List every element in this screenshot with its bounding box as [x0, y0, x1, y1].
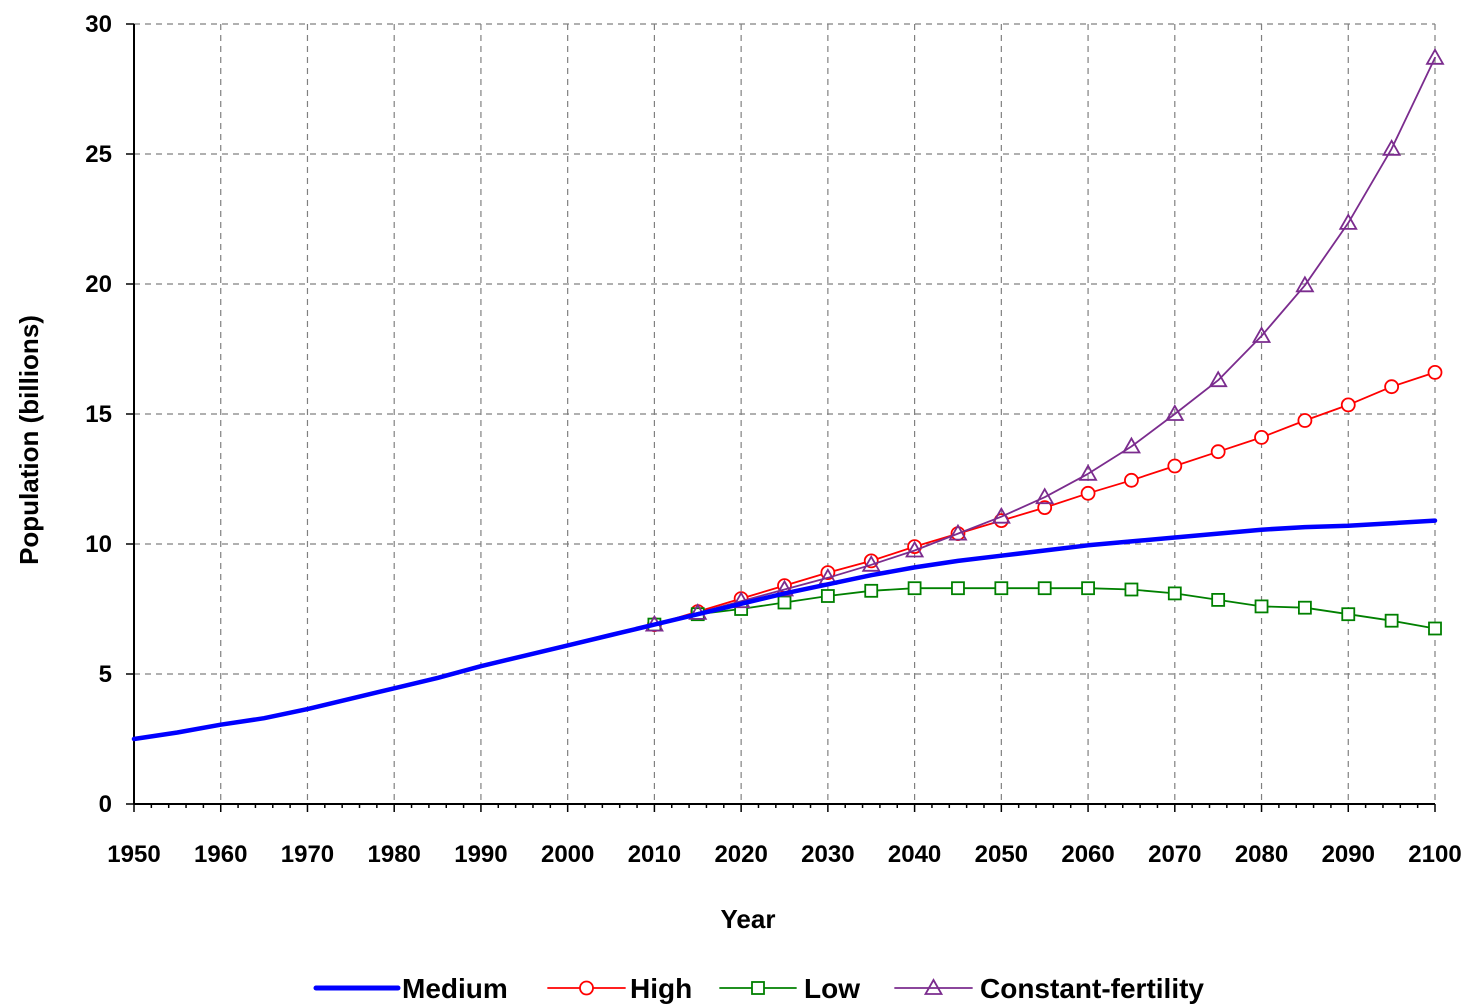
legend-marker-low — [751, 981, 765, 995]
data-point-constant-fertility — [1382, 138, 1402, 156]
x-tick-label: 2020 — [714, 841, 767, 868]
data-point-low — [1124, 582, 1139, 597]
x-axis-title: Year — [721, 904, 776, 934]
data-point-low — [1211, 593, 1226, 607]
data-point-constant-fertility — [1208, 370, 1228, 388]
data-point-constant-fertility — [905, 540, 925, 558]
data-point-high — [1124, 472, 1139, 488]
series-medium — [131, 518, 1438, 742]
y-tick-label: 0 — [99, 791, 112, 818]
data-point-low — [1254, 599, 1269, 614]
legend-label-high: High — [630, 973, 692, 1004]
y-tick-label: 15 — [85, 401, 112, 428]
data-point-low — [820, 589, 835, 603]
y-tick-label: 30 — [85, 11, 112, 38]
y-tick-label: 10 — [85, 531, 112, 558]
legend-item-constant-fertility: Constant-fertility — [894, 973, 1204, 1004]
x-tick-label: 2010 — [628, 841, 681, 868]
x-tick-label: 2050 — [975, 841, 1028, 868]
data-point-high — [1167, 458, 1183, 474]
legend-item-low: Low — [719, 973, 860, 1004]
gridlines — [134, 23, 1436, 804]
legend-marker-constant-fertility — [923, 978, 944, 995]
data-point-constant-fertility — [1078, 463, 1098, 481]
data-point-low — [1037, 581, 1052, 596]
legend-label-medium: Medium — [402, 973, 508, 1004]
legend-item-high: High — [547, 973, 692, 1004]
data-point-constant-fertility — [1425, 47, 1445, 65]
x-tick-label: 1960 — [194, 841, 247, 868]
data-point-high — [1080, 485, 1096, 501]
data-point-high — [1037, 500, 1053, 516]
data-point-high — [1427, 364, 1443, 380]
data-point-high — [1297, 413, 1313, 428]
x-tick-label: 1970 — [281, 841, 334, 868]
y-tick-label: 20 — [85, 271, 112, 298]
series-line-medium — [131, 518, 1438, 742]
data-point-constant-fertility — [1121, 436, 1141, 454]
data-point-high — [1254, 429, 1269, 445]
axes — [126, 23, 1436, 812]
y-tick-label: 5 — [99, 661, 112, 688]
legend-marker-high — [579, 980, 594, 996]
data-point-high — [1384, 379, 1400, 395]
data-point-constant-fertility — [991, 506, 1011, 524]
data-point-constant-fertility — [861, 554, 881, 572]
data-point-low — [864, 583, 879, 598]
legend: Medium High Low Constant-fertility — [313, 973, 1204, 1004]
series-low — [647, 581, 1442, 636]
x-tick-label: 2040 — [888, 841, 941, 868]
legend-item-medium: Medium — [313, 973, 508, 1004]
data-point-constant-fertility — [1295, 275, 1315, 293]
data-point-low — [1081, 581, 1095, 596]
x-tick-label: 2080 — [1235, 841, 1288, 868]
x-tick-label: 2100 — [1408, 841, 1461, 868]
data-point-low — [907, 581, 922, 596]
x-tick-label: 2060 — [1061, 841, 1114, 868]
y-tick-label: 25 — [85, 141, 112, 168]
legend-label-low: Low — [804, 973, 860, 1004]
data-point-low — [1298, 600, 1312, 615]
data-point-high — [1210, 444, 1226, 460]
data-point-low — [1384, 613, 1399, 628]
legend-label-constant-fertility: Constant-fertility — [980, 973, 1204, 1004]
series-line-constant-fertility — [653, 56, 1436, 626]
data-point-constant-fertility — [1035, 487, 1055, 505]
data-point-low — [1428, 621, 1442, 636]
x-tick-label: 2070 — [1148, 841, 1201, 868]
data-point-constant-fertility — [948, 523, 968, 541]
data-point-low — [1341, 607, 1356, 622]
x-tick-label: 2030 — [801, 841, 854, 868]
data-point-constant-fertility — [1165, 404, 1185, 421]
y-axis-title: Population (billions) — [14, 315, 44, 565]
data-point-low — [994, 581, 1009, 596]
tick-labels: 1950 1960 1970 1980 1990 2000 2010 2020 2030 2040… — [85, 11, 1461, 868]
x-tick-label: 2090 — [1322, 841, 1375, 868]
x-tick-label: 2000 — [541, 841, 594, 868]
x-tick-label: 1950 — [107, 841, 160, 868]
data-point-high — [1340, 397, 1356, 413]
x-tick-label: 1980 — [368, 841, 421, 868]
series-layer — [131, 47, 1445, 742]
data-point-low — [777, 595, 792, 610]
data-point-constant-fertility — [731, 591, 751, 609]
data-point-constant-fertility — [1338, 213, 1358, 230]
data-point-constant-fertility — [1251, 326, 1272, 343]
data-point-low — [1167, 586, 1182, 601]
x-tick-label: 1990 — [454, 841, 507, 868]
data-point-low — [951, 581, 965, 596]
series-high — [647, 364, 1443, 632]
